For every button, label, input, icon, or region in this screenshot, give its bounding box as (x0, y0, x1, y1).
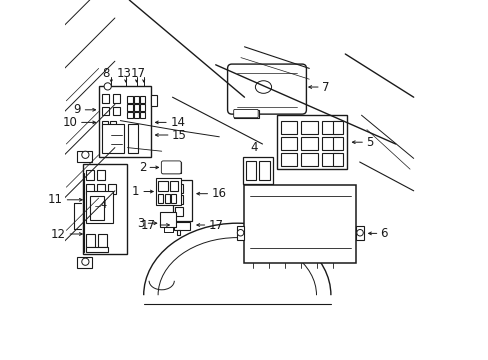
Bar (89, 196, 104, 220)
Text: 17: 17 (208, 219, 223, 231)
Bar (77, 257, 91, 268)
Bar (127, 104, 132, 111)
Bar (82, 164, 127, 254)
Text: 17: 17 (131, 67, 146, 80)
Bar (160, 212, 176, 227)
Text: 13: 13 (117, 67, 131, 80)
Bar (259, 161, 269, 180)
Text: 1: 1 (132, 185, 139, 198)
Circle shape (356, 230, 363, 236)
Bar (158, 194, 163, 203)
Bar (97, 170, 104, 180)
Bar (156, 178, 181, 205)
Bar (107, 184, 115, 194)
Bar (164, 194, 169, 203)
Text: 4: 4 (101, 200, 106, 210)
Text: 17: 17 (140, 219, 155, 231)
Circle shape (237, 230, 244, 236)
Text: 11: 11 (48, 193, 62, 206)
Bar (175, 195, 182, 204)
Bar (280, 153, 296, 166)
Bar (177, 230, 180, 235)
Bar (128, 124, 138, 153)
Text: 4: 4 (250, 141, 258, 154)
Bar (102, 124, 123, 153)
Bar (236, 226, 244, 240)
Bar (158, 181, 168, 191)
Bar (245, 161, 256, 180)
Bar (301, 137, 317, 150)
Bar (127, 96, 132, 103)
Bar (332, 121, 342, 134)
Bar (77, 151, 91, 162)
Bar (162, 162, 181, 173)
Bar (134, 112, 139, 118)
Bar (175, 184, 182, 193)
Bar (175, 207, 182, 216)
Text: 8: 8 (102, 67, 109, 80)
Bar (86, 234, 95, 247)
Circle shape (81, 151, 89, 158)
Bar (134, 104, 139, 111)
Bar (113, 107, 120, 115)
Bar (140, 104, 145, 111)
Bar (301, 121, 317, 134)
Bar (276, 115, 346, 169)
Bar (113, 94, 120, 103)
Bar (102, 94, 109, 103)
Bar (332, 153, 342, 166)
Text: 14: 14 (170, 116, 185, 129)
Bar (86, 191, 113, 223)
Bar (86, 247, 107, 252)
Bar (98, 234, 107, 247)
Text: 15: 15 (171, 129, 186, 141)
Bar (301, 153, 317, 166)
FancyBboxPatch shape (227, 64, 306, 114)
Circle shape (104, 83, 111, 90)
Bar (127, 112, 132, 118)
Bar (355, 226, 363, 240)
Bar (242, 157, 273, 184)
Bar (140, 96, 145, 103)
Bar (110, 121, 116, 128)
Bar (97, 184, 104, 194)
Bar (322, 153, 338, 166)
Bar (171, 194, 176, 203)
Bar (86, 184, 94, 194)
Text: 2: 2 (139, 161, 146, 174)
FancyBboxPatch shape (233, 109, 258, 118)
Bar (86, 170, 94, 180)
Bar (280, 137, 296, 150)
Text: 9: 9 (73, 103, 81, 116)
Bar (170, 181, 178, 191)
Bar (174, 222, 190, 230)
Bar (102, 107, 109, 115)
Bar (140, 112, 145, 118)
Text: 3: 3 (137, 217, 144, 230)
Bar (322, 137, 338, 150)
Text: 12: 12 (50, 228, 65, 240)
Text: 16: 16 (211, 187, 226, 200)
Bar (151, 95, 157, 106)
Text: 5: 5 (366, 136, 373, 149)
Text: 10: 10 (62, 116, 77, 129)
Bar (280, 121, 296, 134)
FancyBboxPatch shape (161, 161, 181, 174)
Bar (172, 180, 192, 221)
Bar (99, 86, 151, 157)
Bar (134, 96, 139, 103)
Bar (233, 110, 258, 118)
Bar (244, 185, 355, 263)
Bar (322, 121, 338, 134)
Text: 6: 6 (380, 227, 387, 240)
Text: 7: 7 (321, 81, 329, 94)
Bar (102, 121, 108, 128)
Circle shape (81, 258, 89, 265)
Bar (332, 137, 342, 150)
Ellipse shape (255, 81, 271, 93)
